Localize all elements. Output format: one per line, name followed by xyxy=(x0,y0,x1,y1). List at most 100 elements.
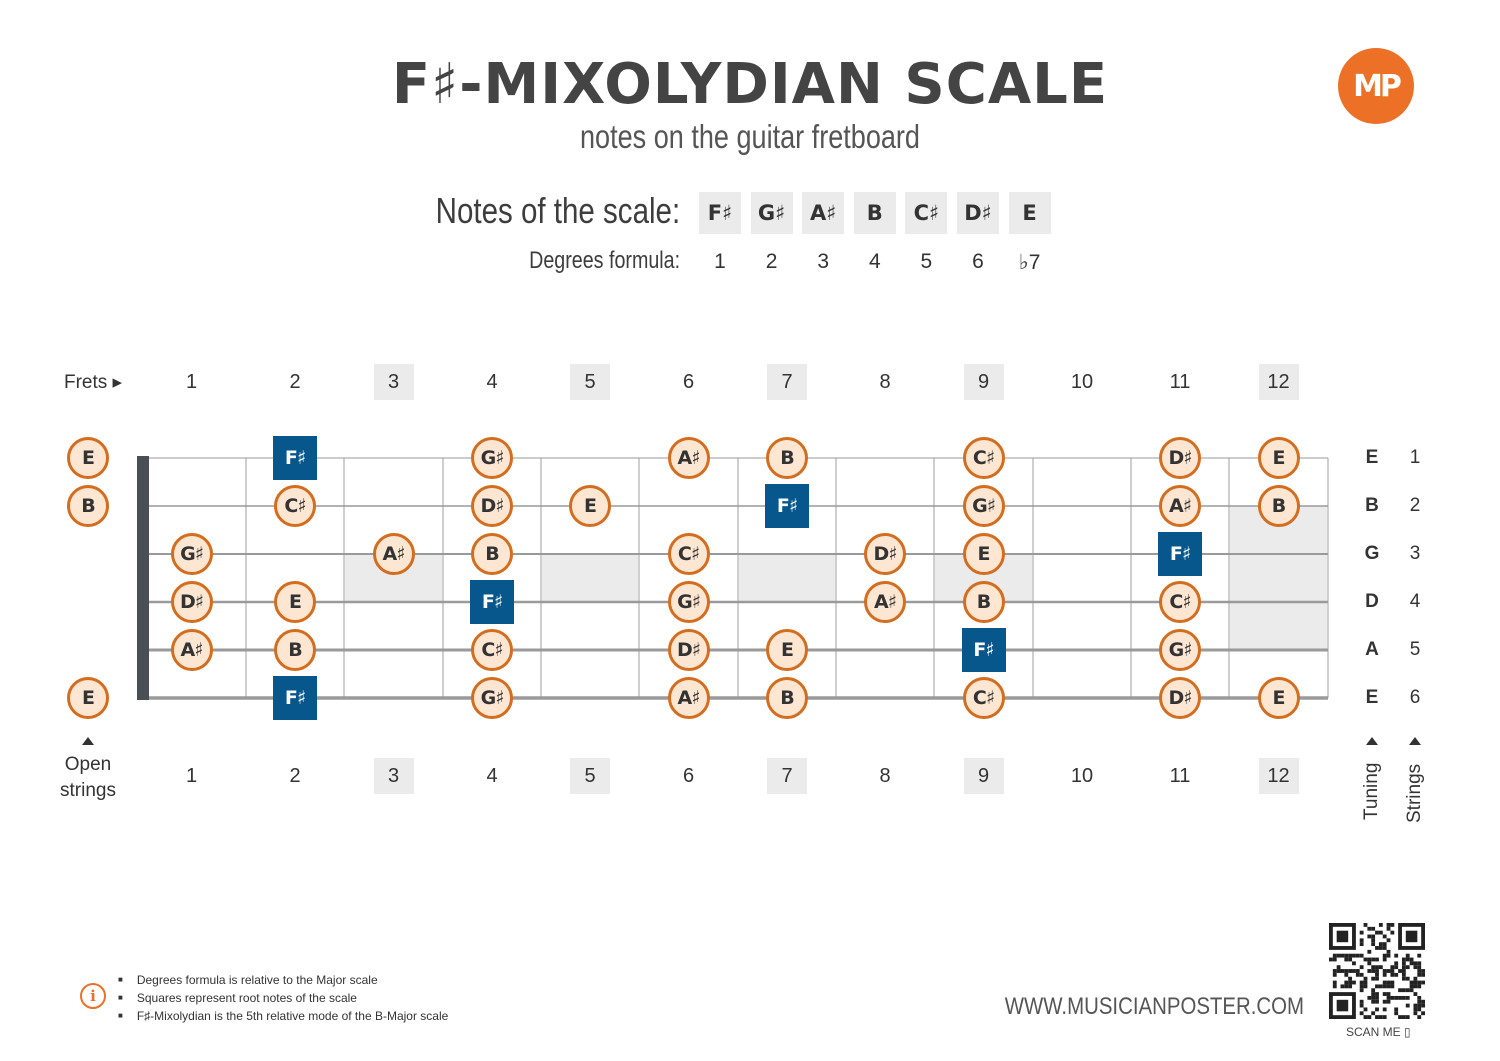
qr-module xyxy=(1367,995,1372,1000)
fret-number: 9 xyxy=(963,758,1004,794)
string-number: 2 xyxy=(1409,495,1421,516)
qr-module xyxy=(1371,992,1376,996)
scale-note-circle: D♯ xyxy=(1159,437,1201,479)
qr-module xyxy=(1401,976,1406,981)
scale-note-circle: B xyxy=(766,677,808,719)
qr-module xyxy=(1359,1003,1364,1008)
qr-module xyxy=(1378,984,1383,989)
qr-module xyxy=(1417,1007,1422,1012)
qr-module xyxy=(1336,969,1341,973)
scale-note-circle: A♯ xyxy=(372,533,415,575)
qr-module xyxy=(1348,953,1353,958)
string-tuning: E xyxy=(1365,687,1379,708)
qr-module xyxy=(1390,972,1395,977)
qr-module xyxy=(1390,930,1395,935)
qr-module xyxy=(1378,946,1383,950)
qr-module xyxy=(1382,942,1387,947)
string-tuning: G xyxy=(1364,543,1380,564)
qr-module xyxy=(1359,938,1364,943)
qr-module xyxy=(1413,1003,1418,1008)
qr-module xyxy=(1336,965,1341,970)
scale-note-circle: B xyxy=(766,437,808,479)
qr-module xyxy=(1359,984,1364,989)
qr-module xyxy=(1405,988,1410,993)
qr-module xyxy=(1394,953,1399,958)
qr-module xyxy=(1417,1015,1422,1019)
fret-number: 5 xyxy=(570,758,610,794)
qr-module xyxy=(1386,980,1391,985)
website-link[interactable]: WWW.MUSICIANPOSTER.COM xyxy=(1004,993,1304,1020)
qr-module xyxy=(1398,1015,1402,1019)
qr-module xyxy=(1378,923,1383,927)
root-note-square: F♯ xyxy=(273,676,317,720)
qr-module xyxy=(1417,965,1422,970)
qr-module xyxy=(1359,930,1364,935)
qr-module xyxy=(1390,995,1395,1000)
qr-code[interactable] xyxy=(1329,923,1425,1019)
qr-module xyxy=(1344,972,1349,977)
qr-module xyxy=(1390,984,1395,989)
qr-module xyxy=(1409,980,1414,985)
qr-module xyxy=(1421,972,1425,977)
qr-module xyxy=(1382,992,1387,996)
fret-number: 8 xyxy=(879,370,891,393)
root-note-square: F♯ xyxy=(470,580,514,624)
footer-note: F♯-Mixolydian is the 5th relative mode o… xyxy=(118,1008,448,1026)
qr-module xyxy=(1401,965,1406,970)
qr-module xyxy=(1386,984,1391,989)
qr-module xyxy=(1367,969,1372,973)
qr-module xyxy=(1405,995,1410,1000)
qr-module xyxy=(1367,934,1372,939)
qr-module xyxy=(1382,946,1387,950)
qr-module xyxy=(1371,957,1376,962)
qr-module xyxy=(1378,930,1383,935)
fret-number: 7 xyxy=(767,364,807,400)
scale-note-circle: E xyxy=(67,677,109,719)
scale-note-chip: G♯ xyxy=(750,192,793,234)
scale-note-circle: E xyxy=(962,533,1005,575)
qr-module xyxy=(1344,969,1349,973)
string-number: 5 xyxy=(1409,639,1421,660)
qr-module xyxy=(1359,988,1364,993)
scale-note-circle: A♯ xyxy=(864,581,906,623)
fret-marker-shade-12 xyxy=(1229,506,1328,650)
page-subtitle: notes on the guitar fretboard xyxy=(580,118,920,155)
qr-module xyxy=(1413,961,1418,966)
qr-module xyxy=(1382,953,1387,958)
qr-module xyxy=(1390,980,1395,985)
qr-module xyxy=(1386,949,1391,954)
fret-number: 10 xyxy=(1070,370,1094,393)
qr-module xyxy=(1405,1015,1410,1019)
qr-module xyxy=(1348,980,1353,985)
qr-module xyxy=(1371,965,1376,970)
qr-module xyxy=(1390,923,1395,927)
scale-note-chip: B xyxy=(853,192,896,234)
qr-module xyxy=(1371,999,1376,1004)
fret-number: 9 xyxy=(963,364,1004,400)
qr-module xyxy=(1398,988,1402,993)
qr-module xyxy=(1340,953,1345,958)
qr-module xyxy=(1382,1007,1387,1012)
fret-number: 11 xyxy=(1169,370,1191,393)
scale-note-chip: A♯ xyxy=(802,192,845,234)
qr-module xyxy=(1421,1011,1425,1016)
frets-label: Frets ▸ xyxy=(64,372,123,393)
scale-note-circle: C♯ xyxy=(471,629,513,671)
qr-module xyxy=(1409,988,1414,993)
qr-module xyxy=(1394,965,1399,970)
qr-module xyxy=(1401,988,1406,993)
qr-module xyxy=(1401,995,1406,1000)
qr-module xyxy=(1378,942,1383,947)
scale-note-circle: E xyxy=(67,437,109,479)
qr-module xyxy=(1386,992,1391,996)
qr-module xyxy=(1394,1007,1399,1012)
qr-module xyxy=(1363,980,1368,985)
qr-module xyxy=(1398,969,1402,973)
tuning-label: Tuning xyxy=(1361,762,1382,820)
scan-me-text: SCAN ME xyxy=(1346,1025,1401,1039)
fret-number: 5 xyxy=(570,364,610,400)
string-number: 3 xyxy=(1409,543,1421,564)
qr-module xyxy=(1375,984,1379,989)
musicianposter-logo[interactable]: MP xyxy=(1338,48,1414,124)
fret-number: 11 xyxy=(1169,764,1191,787)
